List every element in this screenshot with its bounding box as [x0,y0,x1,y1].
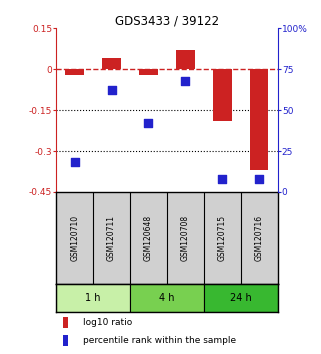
Bar [56,284,130,312]
Text: GSM120648: GSM120648 [144,215,153,261]
Point [220,176,225,182]
Bar [102,58,121,69]
Bar [213,69,231,121]
Point [183,78,188,84]
Text: GSM120708: GSM120708 [181,215,190,261]
Text: GSM120716: GSM120716 [255,215,264,261]
Title: GDS3433 / 39122: GDS3433 / 39122 [115,14,219,27]
Point [109,88,114,93]
Bar [204,284,278,312]
Point [256,176,262,182]
Text: GSM120710: GSM120710 [70,215,79,261]
Text: 24 h: 24 h [230,293,252,303]
Text: GSM120715: GSM120715 [218,215,227,261]
Bar [63,335,68,346]
Point [72,160,77,165]
Bar [139,69,158,75]
Bar [250,69,268,170]
Bar [130,284,204,312]
Bar [63,318,68,328]
Text: GSM120711: GSM120711 [107,215,116,261]
Text: 4 h: 4 h [159,293,175,303]
Text: 1 h: 1 h [85,293,101,303]
Text: log10 ratio: log10 ratio [83,318,132,327]
Bar [176,50,195,69]
Text: percentile rank within the sample: percentile rank within the sample [83,336,236,345]
Point [146,120,151,126]
Bar [65,69,84,75]
